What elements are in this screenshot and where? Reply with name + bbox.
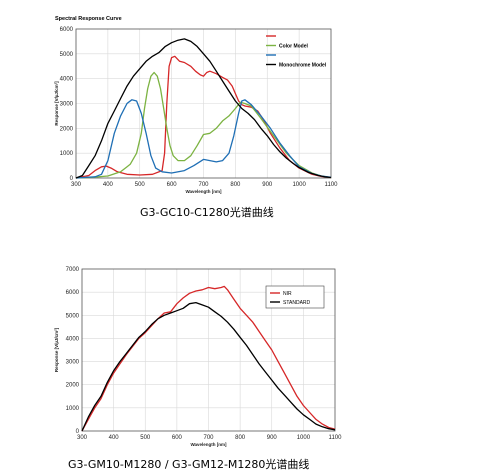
x-tick-label: 1100	[329, 435, 343, 441]
y-tick-label: 7000	[66, 267, 80, 273]
x-tick-label: 900	[262, 182, 273, 188]
y-tick-label: 5000	[66, 313, 80, 319]
plot-area	[75, 28, 332, 179]
y-tick-label: 6000	[60, 27, 74, 33]
x-tick-label: 600	[167, 182, 178, 188]
x-tick-label: 400	[109, 435, 120, 441]
x-tick-label: 900	[267, 435, 278, 441]
y-tick-label: 6000	[66, 290, 80, 296]
legend-box	[265, 285, 325, 309]
x-tick-label: 600	[172, 435, 183, 441]
y-tick-label: 3000	[66, 360, 80, 366]
y-tick-label: 4000	[66, 336, 80, 342]
y-tick-label: 2000	[60, 126, 74, 132]
series-line-nir	[81, 285, 336, 432]
series-line-monochrome-model	[75, 38, 332, 179]
y-tick-label: 0	[70, 176, 74, 182]
legend-label: STANDARD	[283, 300, 311, 306]
spectral-chart-nir: 300 400 500 600 700 800 900 1000 1100 0 1000 2000 30…	[54, 267, 343, 447]
x-tick-label: 500	[135, 182, 146, 188]
spectral-chart-color: Spectral Response Curve 300 400 500 600 700 80…	[54, 16, 339, 194]
plot-area	[81, 268, 336, 432]
y-tick-label: 3000	[60, 102, 74, 108]
x-tick-label: 300	[77, 435, 88, 441]
x-axis-label: Wavelength [nm]	[185, 189, 222, 194]
series-line-series-0	[75, 55, 332, 179]
series-line-series-2	[75, 99, 332, 179]
x-tick-label: 700	[198, 182, 209, 188]
chart1-caption: G3-GC10-C1280光谱曲线	[140, 206, 274, 219]
x-tick-label: 1000	[292, 182, 306, 188]
y-tick-label: 5000	[60, 52, 74, 58]
y-tick-label: 0	[76, 429, 80, 435]
x-tick-label: 700	[203, 435, 214, 441]
x-axis-label: Wavelength [nm]	[190, 442, 227, 447]
legend-label: Color Model	[279, 44, 308, 50]
y-axis-label: Response [V/µJ/cm²]	[54, 327, 59, 372]
series-line-standard	[81, 301, 336, 432]
x-tick-label: 300	[71, 182, 82, 188]
y-axis-label: Response [V/µJ/cm²]	[54, 81, 59, 126]
x-tick-label: 1000	[297, 435, 311, 441]
y-tick-label: 2000	[66, 383, 80, 389]
y-tick-label: 4000	[60, 77, 74, 83]
y-tick-label: 1000	[66, 406, 80, 412]
x-tick-label: 500	[140, 435, 151, 441]
series-line-color-model	[75, 71, 332, 179]
legend-label: Monochrome Model	[279, 63, 327, 69]
x-tick-label: 800	[235, 435, 246, 441]
chart-title: Spectral Response Curve	[55, 16, 122, 22]
y-tick-label: 1000	[60, 151, 74, 157]
x-tick-label: 800	[230, 182, 241, 188]
chart2-caption: G3-GM10-M1280 / G3-GM12-M1280光谱曲线	[68, 458, 310, 471]
x-tick-label: 400	[103, 182, 114, 188]
legend-label: NIR	[283, 291, 292, 297]
x-tick-label: 1100	[325, 182, 339, 188]
